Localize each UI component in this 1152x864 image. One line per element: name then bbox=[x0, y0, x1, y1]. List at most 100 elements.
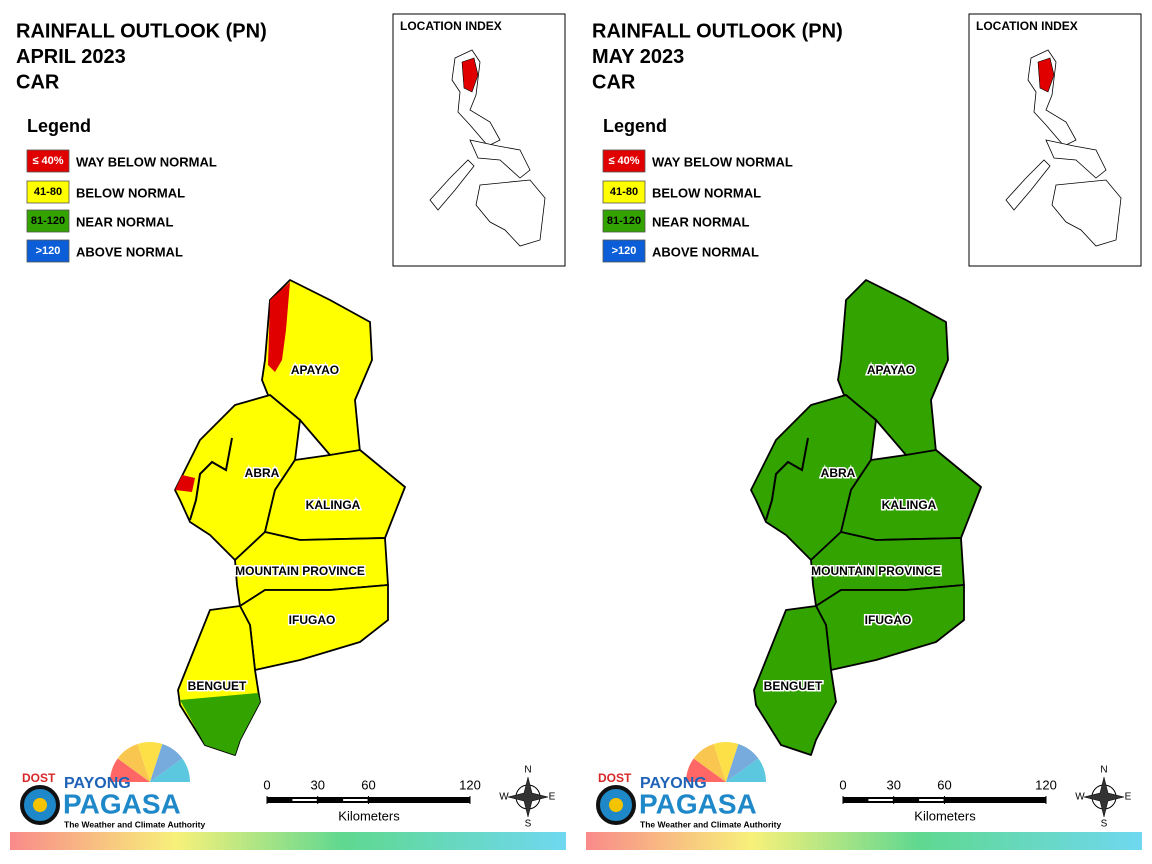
legend-swatch bbox=[602, 180, 646, 204]
legend-swatch bbox=[602, 209, 646, 233]
compass-letter: N bbox=[1100, 765, 1107, 776]
island-outline bbox=[475, 179, 546, 247]
province-label: BENGUET bbox=[188, 679, 247, 693]
compass-letter: E bbox=[1125, 792, 1132, 803]
title-line: MAY 2023 bbox=[592, 46, 684, 68]
province-label: KALINGA bbox=[306, 498, 361, 512]
umbrella-wedge bbox=[686, 758, 726, 782]
island-outline bbox=[429, 159, 475, 211]
color-band bbox=[10, 832, 566, 850]
title-line: CAR bbox=[592, 71, 636, 93]
legend-label: BELOW NORMAL bbox=[76, 185, 185, 200]
province bbox=[239, 584, 389, 671]
umbrella-wedge bbox=[713, 742, 739, 782]
legend-title: Legend bbox=[603, 116, 667, 136]
scale-label: 0 bbox=[839, 777, 846, 792]
island-outline bbox=[1005, 159, 1051, 211]
logo-tagline: The Weather and Climate Authority bbox=[640, 819, 781, 829]
title-line: RAINFALL OUTLOOK (PN) bbox=[592, 20, 843, 42]
legend-range: 81-120 bbox=[607, 215, 641, 227]
legend-label: NEAR NORMAL bbox=[652, 214, 750, 229]
province-label: ABRA bbox=[821, 466, 856, 480]
scale-label: 30 bbox=[311, 777, 325, 792]
title-line: APRIL 2023 bbox=[16, 46, 126, 68]
logo-sun bbox=[33, 798, 47, 812]
island-outline bbox=[1051, 179, 1122, 247]
outlook-patch bbox=[268, 282, 290, 372]
province-label: APAYAO bbox=[291, 363, 339, 377]
legend-range: 41-80 bbox=[34, 186, 62, 198]
legend-range: 81-120 bbox=[31, 215, 65, 227]
title-line: RAINFALL OUTLOOK (PN) bbox=[16, 20, 267, 42]
umbrella-wedge bbox=[693, 743, 726, 782]
car-highlight bbox=[1037, 57, 1055, 93]
scale-label: 30 bbox=[887, 777, 901, 792]
legend-label: ABOVE NORMAL bbox=[76, 244, 183, 259]
legend-swatch bbox=[26, 209, 70, 233]
scale-segment bbox=[292, 799, 317, 801]
legend-label: ABOVE NORMAL bbox=[652, 244, 759, 259]
island-outline bbox=[1045, 139, 1107, 179]
legend-label: WAY BELOW NORMAL bbox=[76, 154, 217, 169]
legend-swatch bbox=[26, 149, 70, 173]
scale-label: 120 bbox=[1035, 777, 1057, 792]
province-label: APAYAO bbox=[867, 363, 915, 377]
umbrella-wedge bbox=[117, 743, 150, 782]
compass-letter: W bbox=[1075, 792, 1085, 803]
outlook-patch bbox=[180, 693, 260, 755]
scale-segment bbox=[919, 799, 944, 801]
logo-pagasa: PAGASA bbox=[639, 788, 757, 819]
outlook-patch bbox=[175, 475, 195, 492]
legend-title: Legend bbox=[27, 116, 91, 136]
scale-unit: Kilometers bbox=[338, 808, 400, 823]
legend-swatch bbox=[26, 239, 70, 263]
island-outline bbox=[469, 139, 531, 179]
compass-letter: N bbox=[524, 765, 531, 776]
legend-swatch bbox=[602, 149, 646, 173]
province-label: KALINGA bbox=[882, 498, 937, 512]
legend-range: ≤ 40% bbox=[608, 155, 639, 167]
compass-letter: E bbox=[549, 792, 556, 803]
umbrella-wedge bbox=[110, 758, 150, 782]
panel: RAINFALL OUTLOOK (PN) APRIL 2023 CAR Legend… bbox=[10, 13, 566, 850]
legend-range: ≤ 40% bbox=[32, 155, 63, 167]
umbrella-wedge bbox=[726, 743, 759, 782]
compass-star bbox=[1083, 776, 1125, 818]
river bbox=[765, 437, 809, 521]
compass-letter: W bbox=[499, 792, 509, 803]
province-label: BENGUET bbox=[764, 679, 823, 693]
location-title: LOCATION INDEX bbox=[400, 19, 502, 33]
umbrella-wedge bbox=[150, 743, 183, 782]
umbrella-wedge bbox=[726, 758, 766, 782]
legend-range: >120 bbox=[36, 245, 61, 257]
title-line: CAR bbox=[16, 71, 60, 93]
legend-swatch bbox=[602, 239, 646, 263]
legend-range: >120 bbox=[612, 245, 637, 257]
color-band bbox=[586, 832, 1142, 850]
province bbox=[815, 584, 965, 671]
scale-label: 0 bbox=[263, 777, 270, 792]
legend-range: 41-80 bbox=[610, 186, 638, 198]
scale-label: 60 bbox=[937, 777, 951, 792]
province-label: IFUGAO bbox=[865, 613, 912, 627]
legend-swatch bbox=[26, 180, 70, 204]
panel: RAINFALL OUTLOOK (PN) MAY 2023 CAR Legend ≤ … bbox=[586, 13, 1142, 850]
legend-label: WAY BELOW NORMAL bbox=[652, 154, 793, 169]
province bbox=[753, 605, 837, 756]
logo-sun bbox=[609, 798, 623, 812]
legend-label: BELOW NORMAL bbox=[652, 185, 761, 200]
car-highlight bbox=[461, 57, 479, 93]
logo-pagasa: PAGASA bbox=[63, 788, 181, 819]
scale-label: 120 bbox=[459, 777, 481, 792]
province-label: MOUNTAIN PROVINCE bbox=[811, 564, 941, 578]
logo-payong: PAYONG bbox=[640, 775, 707, 792]
logo-tagline: The Weather and Climate Authority bbox=[64, 819, 205, 829]
umbrella-wedge bbox=[150, 758, 190, 782]
province-label: IFUGAO bbox=[289, 613, 336, 627]
compass-star bbox=[507, 776, 549, 818]
logo-dost: DOST bbox=[22, 771, 56, 785]
river bbox=[189, 437, 233, 521]
logo-payong: PAYONG bbox=[64, 775, 131, 792]
